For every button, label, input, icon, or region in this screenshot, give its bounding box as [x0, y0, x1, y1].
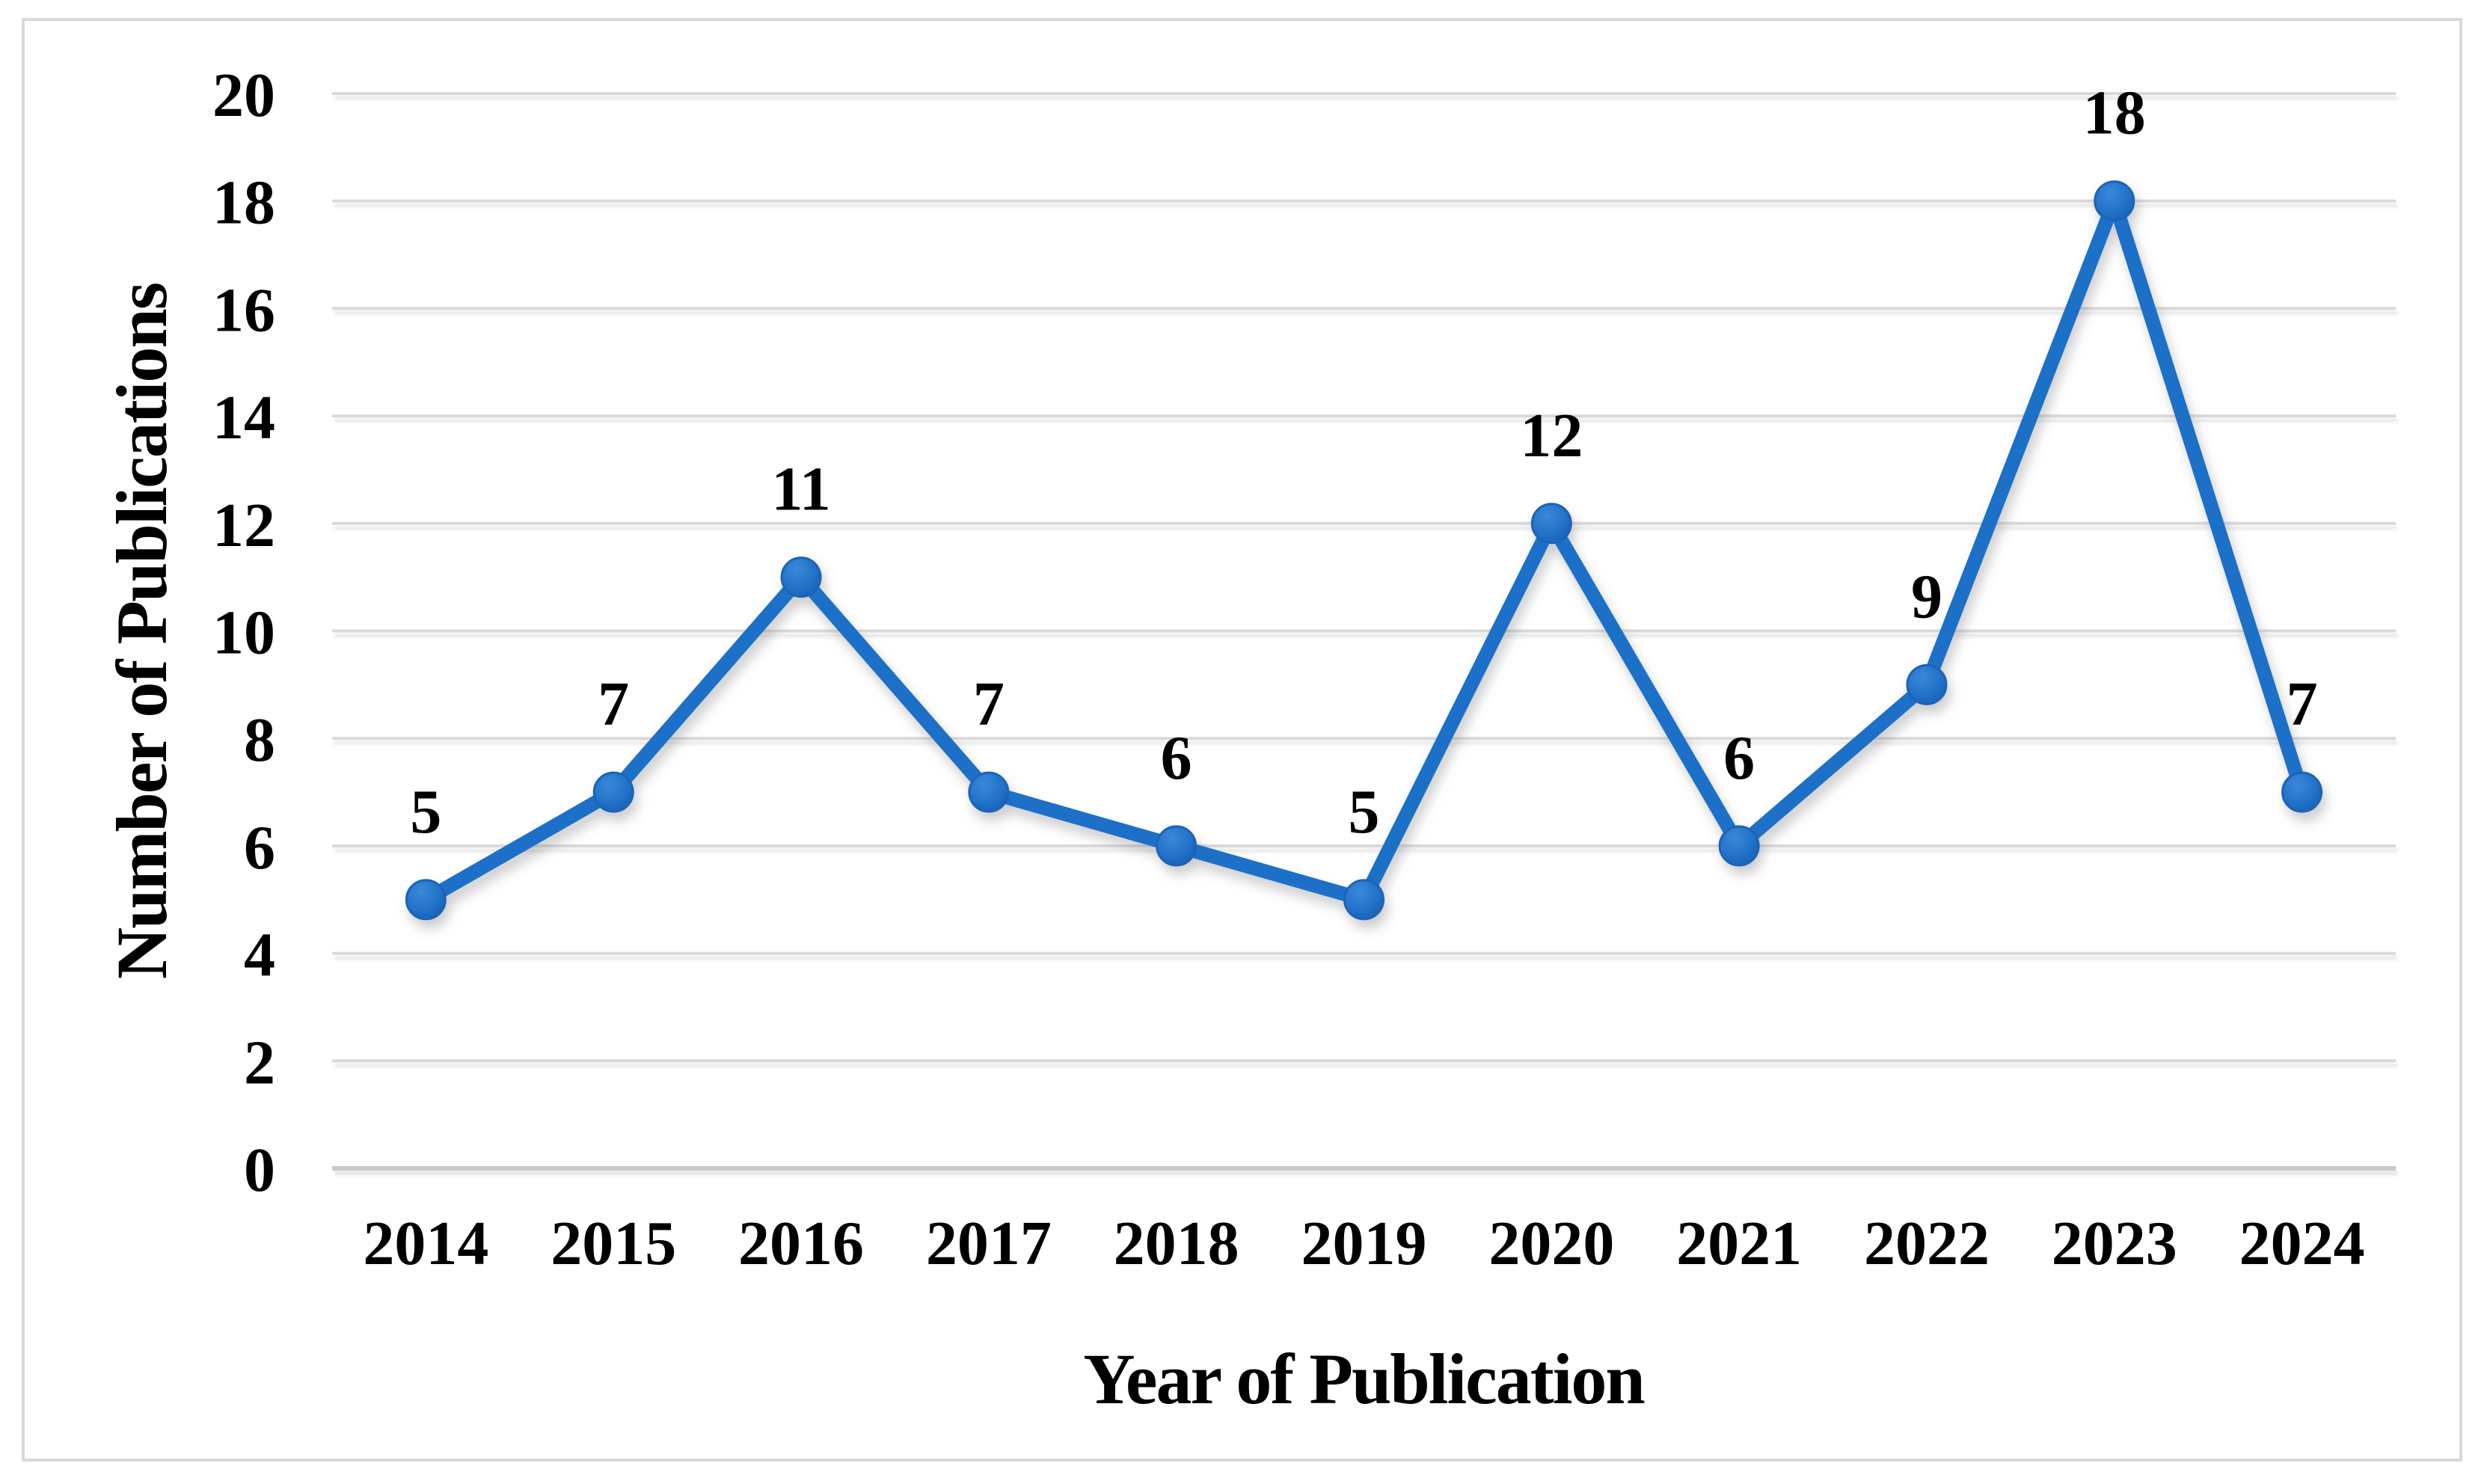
data-point-marker: [2094, 180, 2135, 222]
x-tick-label: 2014: [363, 1209, 488, 1278]
x-tick-label: 2024: [2239, 1209, 2365, 1278]
x-tick-label: 2019: [1301, 1209, 1427, 1278]
data-point-label: 6: [1723, 723, 1755, 793]
data-point-marker: [1906, 663, 1948, 705]
y-tick-label: 20: [212, 61, 275, 130]
y-axis-title: Number of Publications: [102, 283, 182, 979]
data-point-label: 7: [598, 669, 629, 739]
x-tick-label: 2023: [2052, 1209, 2177, 1278]
data-point-label: 5: [1349, 777, 1380, 847]
data-point-label: 5: [410, 777, 441, 847]
data-labels-group: 5 7 11 7 6 5 12 6 9 18 7: [410, 79, 2317, 847]
data-point-marker: [2281, 771, 2323, 813]
x-tick-label: 2020: [1488, 1209, 1614, 1278]
x-axis-tick-labels: 2014 2015 2016 2017 2018 2019 2020 2021 2022 2023…: [363, 1209, 2364, 1278]
y-tick-label: 4: [244, 921, 275, 990]
x-tick-label: 2022: [1864, 1209, 1990, 1278]
y-tick-label: 0: [244, 1135, 275, 1205]
data-point-marker: [1343, 879, 1384, 921]
data-point-label: 18: [2083, 79, 2146, 148]
y-tick-label: 18: [212, 168, 275, 238]
data-point-marker: [405, 879, 447, 921]
x-tick-label: 2017: [926, 1209, 1052, 1278]
y-tick-label: 8: [244, 705, 275, 775]
y-axis-tick-labels: 0 2 4 6 8 10 12 14 16 18 20: [212, 61, 275, 1205]
data-point-label: 6: [1161, 723, 1192, 793]
y-tick-label: 12: [212, 491, 275, 560]
gridlines-group: [332, 92, 2396, 1171]
y-tick-label: 6: [244, 813, 275, 883]
data-point-marker: [1718, 825, 1760, 867]
data-point-label: 9: [1911, 562, 1942, 631]
data-point-label: 7: [2287, 669, 2318, 739]
y-tick-label: 10: [212, 598, 275, 668]
x-tick-label: 2016: [738, 1209, 864, 1278]
data-point-marker: [1530, 503, 1572, 545]
x-tick-label: 2021: [1676, 1209, 1802, 1278]
series-group: [405, 180, 2323, 921]
x-axis-title: Year of Publication: [1083, 1339, 1644, 1419]
data-point-label: 7: [973, 669, 1005, 739]
data-point-marker: [780, 556, 822, 598]
y-tick-label: 14: [212, 383, 275, 453]
data-point-label: 12: [1520, 401, 1583, 470]
x-tick-label: 2015: [551, 1209, 676, 1278]
data-point-label: 11: [771, 455, 830, 524]
y-tick-label: 16: [212, 275, 275, 345]
data-point-marker: [592, 771, 634, 813]
data-point-marker: [968, 771, 1010, 813]
data-point-marker: [1156, 825, 1197, 867]
x-tick-label: 2018: [1114, 1209, 1239, 1278]
y-tick-label: 2: [244, 1028, 275, 1097]
chart-frame-border: [22, 18, 2462, 1462]
